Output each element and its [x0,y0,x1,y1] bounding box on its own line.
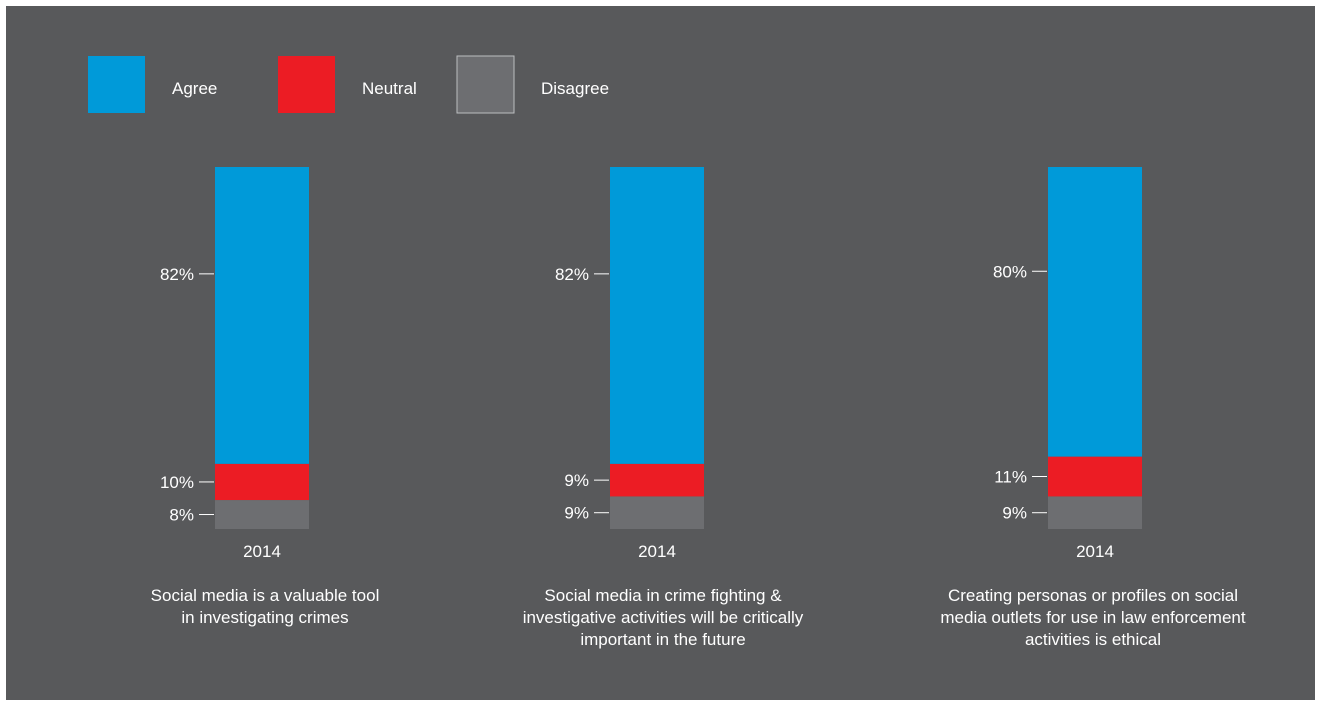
legend-swatch-disagree [456,55,515,114]
data-label-1-agree: 82% [160,265,194,284]
bar-2-disagree [610,496,704,529]
data-label-1-neutral: 10% [160,473,194,492]
data-label-2-agree: 82% [555,265,589,284]
category-label-2: 2014 [638,542,676,561]
data-label-2-disagree: 9% [564,504,589,523]
caption-2: Social media in crime fighting & investi… [522,586,804,649]
data-label-3-disagree: 9% [1002,504,1027,523]
legend-label-disagree: Disagree [541,79,609,98]
bar-1-neutral [215,463,309,501]
legend: Agree Neutral Disagree [88,55,609,114]
bar-3-agree [1048,167,1142,457]
category-label-3: 2014 [1076,542,1114,561]
data-label-3-neutral: 11% [994,468,1027,487]
category-label-1: 2014 [243,542,281,561]
data-label-3-agree: 80% [993,262,1027,281]
caption-3: Creating personas or profiles on social … [940,586,1246,649]
legend-label-neutral: Neutral [362,79,417,98]
legend-swatch-agree [88,56,145,113]
bar-3-disagree [1048,496,1142,529]
bar-2-neutral [610,463,704,497]
legend-swatch-neutral [278,56,335,113]
stacked-bar-chart: Agree Neutral Disagree 8% 10% 82% 2014 9% 9% 82%… [6,6,1315,700]
bar-2-agree [610,167,704,464]
bars: 8% 10% 82% 2014 9% 9% 82% 2014 9% 11% 80% 2014 [160,167,1142,561]
chart-panel: Agree Neutral Disagree 8% 10% 82% 2014 9% 9% 82%… [6,6,1315,700]
bar-1-disagree [215,500,309,529]
bar-1-agree [215,167,309,464]
data-label-2-neutral: 9% [564,471,589,490]
data-label-1-disagree: 8% [169,506,194,525]
caption-1: Social media is a valuable tool in inves… [150,586,380,627]
legend-label-agree: Agree [172,79,217,98]
bar-3-neutral [1048,456,1142,497]
